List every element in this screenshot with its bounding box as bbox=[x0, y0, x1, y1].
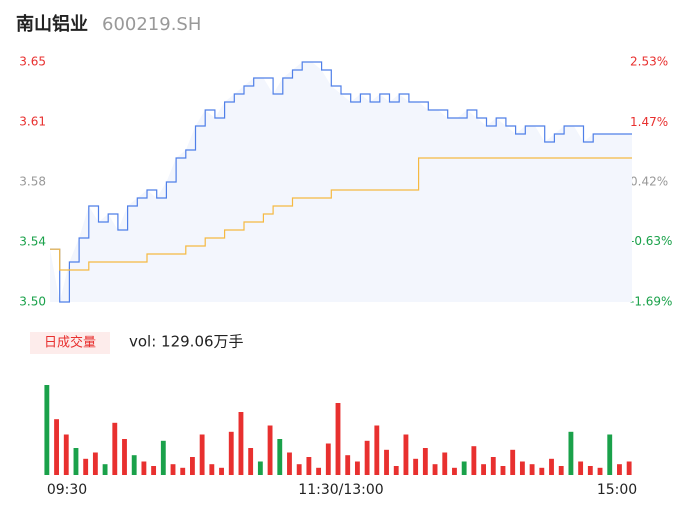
x-tick-label: 09:30 bbox=[47, 482, 87, 498]
volume-bar bbox=[219, 467, 224, 475]
volume-bar bbox=[54, 419, 59, 475]
legend-label: 日成交量 bbox=[44, 335, 96, 351]
volume-bar bbox=[364, 440, 370, 475]
volume-bar bbox=[403, 434, 409, 475]
price-area bbox=[50, 62, 632, 302]
volume-bar bbox=[500, 466, 506, 475]
volume-bar bbox=[490, 457, 496, 475]
y2-tick-label: 0.42% bbox=[630, 175, 668, 189]
volume-bar bbox=[393, 466, 399, 475]
volume-bar bbox=[209, 464, 215, 475]
volume-bar bbox=[549, 458, 554, 475]
volume-bar bbox=[597, 467, 603, 475]
y-tick-label: 3.54 bbox=[19, 235, 46, 249]
volume-bar bbox=[63, 434, 69, 475]
volume-bar bbox=[345, 455, 351, 475]
volume-bar bbox=[539, 467, 545, 475]
volume-bar bbox=[325, 443, 331, 475]
volume-bar bbox=[141, 461, 147, 475]
x-tick-label: 15:00 bbox=[597, 482, 637, 498]
volume-summary: vol: 129.06万手 bbox=[129, 333, 244, 351]
volume-bar bbox=[442, 452, 448, 475]
legend-chip bbox=[30, 332, 110, 354]
average-line bbox=[50, 157, 632, 271]
volume-bar bbox=[587, 466, 593, 475]
volume-bar bbox=[131, 455, 137, 475]
volume-bar bbox=[374, 425, 380, 475]
y2-tick-label: -0.63% bbox=[630, 234, 672, 248]
volume-bar bbox=[316, 467, 322, 475]
volume-bar bbox=[519, 461, 525, 475]
volume-bar bbox=[199, 434, 205, 475]
volume-bar bbox=[92, 452, 98, 475]
stock-code: 600219.SH bbox=[102, 14, 201, 35]
volume-bar bbox=[384, 449, 389, 475]
volume-bar bbox=[44, 385, 50, 475]
volume-bar bbox=[73, 448, 79, 475]
x-tick-label: 11:30/13:00 bbox=[298, 482, 383, 498]
volume-bar bbox=[306, 457, 312, 475]
volume-bar bbox=[190, 457, 195, 475]
volume-bar bbox=[277, 439, 283, 475]
y-tick-label: 3.58 bbox=[19, 175, 46, 189]
volume-bar bbox=[257, 461, 263, 475]
y2-tick-label: 2.53% bbox=[630, 55, 668, 69]
volume-bar bbox=[160, 440, 166, 475]
volume-bar bbox=[481, 464, 486, 475]
volume-bar bbox=[422, 448, 428, 475]
volume-bar bbox=[238, 412, 244, 475]
volume-bar bbox=[626, 461, 632, 475]
volume-bar bbox=[471, 446, 477, 475]
volume-bar bbox=[287, 452, 292, 475]
volume-bar bbox=[578, 461, 584, 475]
volume-bar bbox=[617, 464, 622, 475]
volume-bar bbox=[607, 434, 613, 475]
volume-bar bbox=[102, 464, 108, 475]
volume-bar bbox=[335, 403, 341, 475]
volume-bar bbox=[510, 449, 516, 475]
volume-bar bbox=[296, 464, 302, 475]
volume-bar bbox=[122, 439, 127, 475]
volume-bar bbox=[83, 458, 89, 475]
price-line bbox=[50, 61, 632, 303]
volume-bar bbox=[112, 422, 118, 475]
volume-bar bbox=[568, 431, 574, 475]
volume-bar bbox=[354, 461, 360, 475]
volume-bar bbox=[461, 461, 467, 475]
volume-bar bbox=[558, 466, 564, 475]
y2-tick-label: 1.47% bbox=[630, 115, 668, 129]
volume-bar bbox=[180, 467, 186, 475]
y-tick-label: 3.61 bbox=[19, 115, 46, 129]
volume-bar bbox=[151, 466, 157, 475]
volume-bar bbox=[452, 467, 457, 475]
y-tick-label: 3.50 bbox=[19, 295, 46, 309]
volume-bar bbox=[413, 458, 419, 475]
volume-bar bbox=[170, 464, 176, 475]
volume-bar bbox=[529, 464, 535, 475]
y-tick-label: 3.65 bbox=[19, 55, 46, 69]
volume-bar bbox=[432, 464, 438, 475]
volume-bar bbox=[228, 431, 234, 475]
volume-bar bbox=[267, 425, 273, 475]
stock-name: 南山铝业 bbox=[16, 13, 88, 35]
y2-tick-label: -1.69% bbox=[630, 295, 672, 309]
volume-bar bbox=[248, 448, 254, 475]
